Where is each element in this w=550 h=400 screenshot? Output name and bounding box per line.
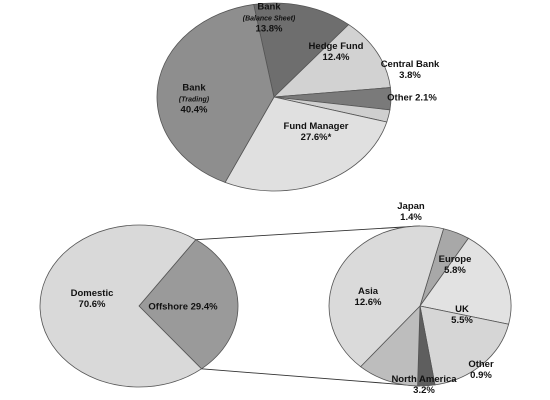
slice-hedge-fund-value: 12.4% xyxy=(323,52,350,63)
slice-europe-value: 5.8% xyxy=(444,265,466,276)
slice-fund-manager-value: 27.6%* xyxy=(301,132,332,143)
pie-slice-hedge-fund xyxy=(272,24,391,98)
slice-other-label: Other 2.1% xyxy=(387,93,437,104)
slice-japan-value: 1.4% xyxy=(400,212,422,223)
pie-slice-asia xyxy=(328,225,445,368)
breakdown-connector-lines xyxy=(195,225,421,387)
pie-slice-domestic xyxy=(39,224,203,388)
pie-slice-bank-trading xyxy=(156,3,275,183)
slice-other-value: 0.9% xyxy=(470,370,492,381)
slice-bank-balance-sheet-sublabel: (Balance Sheet) xyxy=(243,16,296,23)
slice-bank-balance-sheet-value: 13.8% xyxy=(256,24,283,35)
slice-central-bank-label: Central Bank xyxy=(381,59,440,70)
slice-bank-trading-label: Bank xyxy=(182,83,206,94)
pie-slice-fund-manager xyxy=(224,96,388,192)
slice-asia-value: 12.6% xyxy=(355,297,382,308)
pie-slice-uk xyxy=(419,305,510,386)
slice-japan-label: Japan xyxy=(397,201,425,212)
connector-line-bottom xyxy=(201,368,421,387)
slice-offshore-label: Offshore 29.4% xyxy=(148,302,218,313)
pie-slice-europe xyxy=(419,237,512,325)
connector-line-top xyxy=(195,225,421,241)
slice-central-bank-value: 3.8% xyxy=(399,70,421,81)
slice-europe-label: Europe xyxy=(439,254,472,265)
slice-domestic-value: 70.6% xyxy=(79,299,106,310)
slice-north-america-value: 3.2% xyxy=(413,385,435,396)
slice-other-label: Other xyxy=(468,359,494,370)
slice-uk-label: UK xyxy=(455,304,469,315)
slice-bank-trading-value: 40.4% xyxy=(181,105,208,116)
slice-uk-value: 5.5% xyxy=(451,315,473,326)
slice-bank-trading-sublabel: (Trading) xyxy=(179,97,210,104)
pie-slice-bank-balance-sheet xyxy=(253,2,350,98)
slice-north-america-label: North America xyxy=(391,374,457,385)
slice-bank-balance-sheet-label: Bank xyxy=(257,2,281,13)
pie-slice-offshore xyxy=(138,239,239,370)
slice-domestic-label: Domestic xyxy=(71,288,114,299)
slice-fund-manager-label: Fund Manager xyxy=(284,121,349,132)
slice-asia-label: Asia xyxy=(358,286,379,297)
slice-hedge-fund-label: Hedge Fund xyxy=(309,41,364,52)
